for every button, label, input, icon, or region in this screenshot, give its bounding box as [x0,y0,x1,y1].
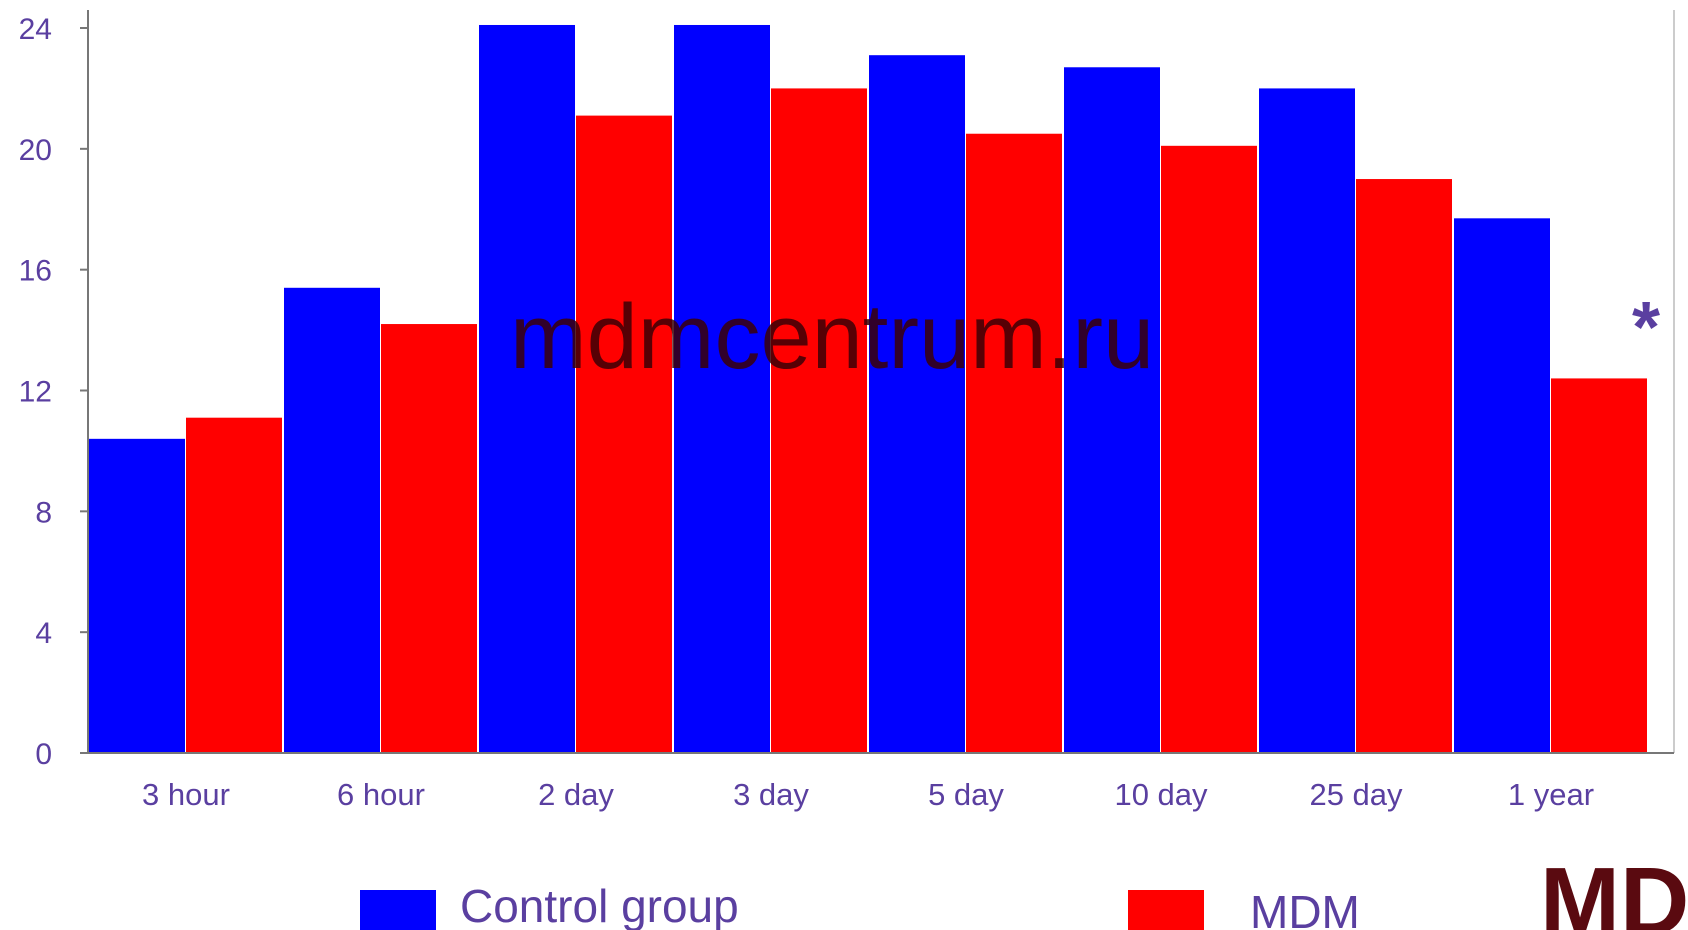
bar-mdm [186,417,282,753]
bar-mdm [381,324,477,753]
watermark-text: mdmcentrum.ru [510,286,1154,388]
bars [89,24,1647,754]
x-tick-label: 2 day [538,777,614,812]
legend: Control group MDM [360,880,1360,930]
significance-annotation: * [1632,288,1660,368]
x-tick-label: 3 day [733,777,809,812]
y-tick-label: 8 [35,496,52,529]
bar-control [1064,67,1160,754]
bar-control [284,287,380,753]
x-tick-label: 10 day [1114,777,1208,812]
y-tick-label: 20 [19,134,52,167]
legend-swatch-control [360,890,436,930]
legend-label-mdm: MDM [1250,886,1360,930]
bar-control [674,24,770,753]
x-tick-label: 25 day [1309,777,1403,812]
x-tick-label: 3 hour [142,777,230,812]
bar-mdm [1161,145,1257,753]
bar-control [89,438,185,753]
bar-mdm [1356,179,1452,753]
y-tick-label: 12 [19,376,52,409]
x-axis-labels: 3 hour 6 hour 2 day 3 day 5 day 10 day 25 day 1… [142,777,1594,812]
bar-control [869,55,965,753]
bar-control [479,24,575,753]
bar-control [1454,218,1550,753]
x-tick-label: 1 year [1508,777,1594,812]
y-tick-label: 16 [19,255,52,288]
bar-mdm [771,88,867,753]
x-tick-label: 5 day [928,777,1004,812]
bar-mdm [966,133,1062,753]
y-axis-ticks: 0 4 8 12 16 20 24 [19,13,88,771]
logo: MD [1540,848,1688,930]
x-tick-label: 6 hour [337,777,425,812]
y-tick-label: 4 [35,617,52,650]
logo-text: MD [1540,848,1688,930]
bar-mdm [1551,378,1647,753]
bar-mdm [576,115,672,753]
legend-label-control: Control group [460,880,739,930]
y-tick-label: 0 [35,738,52,771]
y-tick-label: 24 [19,13,52,46]
legend-swatch-mdm [1128,890,1204,930]
bar-control [1259,88,1355,753]
